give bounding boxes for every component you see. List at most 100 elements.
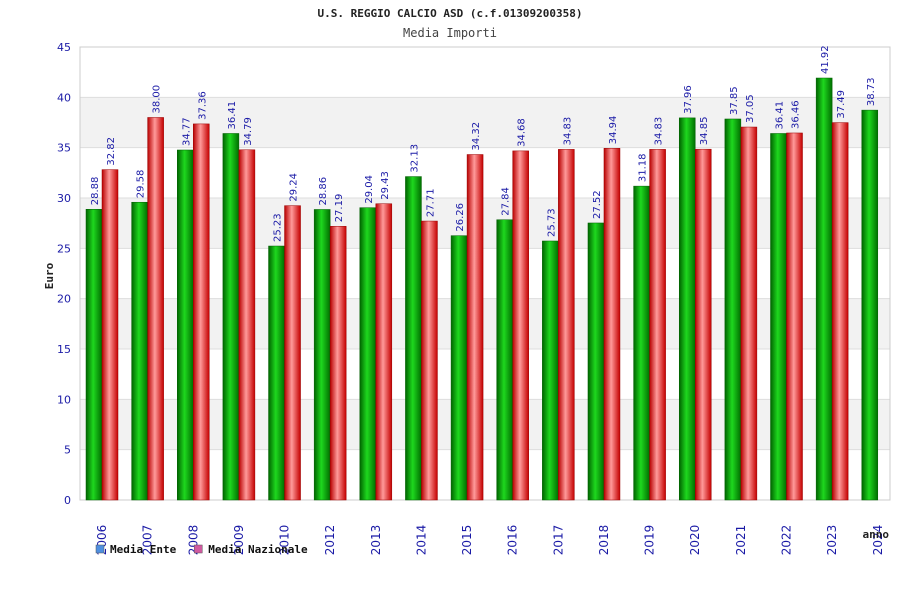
x-tick-label: 2019: [643, 525, 657, 556]
legend-swatch: [193, 544, 203, 554]
bar-media-nazionale: [284, 205, 301, 501]
data-label-media-ente: 34.77: [181, 117, 192, 146]
x-tick-label: 2010: [278, 525, 292, 556]
bars: 28.88 32.82 29.58 38.00 34.77 37.36 36.41 34.79…: [85, 45, 879, 501]
x-tick-label: 2014: [414, 525, 428, 556]
bar-media-nazionale: [375, 203, 393, 501]
bar-media-nazionale: [603, 148, 621, 501]
x-axis-label: anno: [863, 528, 890, 541]
data-label-media-nazionale: 34.94: [608, 116, 619, 145]
data-label-media-nazionale: 32.82: [106, 137, 117, 166]
y-tick-label: 35: [57, 142, 71, 155]
data-label-media-ente: 27.84: [501, 187, 512, 216]
bar-media-ente: [177, 149, 194, 501]
x-tick-label: 2024: [871, 525, 885, 556]
bar-media-ente: [313, 209, 331, 501]
bar-media-ente: [405, 176, 422, 501]
data-label-media-nazionale: 38.00: [152, 85, 163, 114]
y-tick-label: 40: [57, 91, 71, 104]
data-label-media-nazionale: 27.71: [425, 188, 436, 217]
data-label-media-nazionale: 37.05: [745, 94, 756, 123]
x-tick-label: 2017: [551, 525, 565, 556]
x-tick-label: 2020: [688, 525, 702, 556]
bar-media-nazionale: [466, 154, 484, 501]
x-tick-label: 2018: [597, 525, 611, 556]
data-label-media-nazionale: 34.32: [471, 122, 482, 151]
bar-media-nazionale: [831, 122, 849, 501]
chart-subtitle: Media Importi: [403, 26, 497, 40]
x-tick-label: 2013: [369, 525, 383, 556]
data-label-media-ente: 27.52: [592, 190, 603, 219]
x-tick-label: 2021: [734, 525, 748, 556]
chart-title: U.S. REGGIO CALCIO ASD (c.f.01309200358): [318, 7, 583, 20]
data-label-media-ente: 28.88: [90, 177, 101, 206]
bar-media-ente: [450, 235, 468, 501]
data-label-media-ente: 36.41: [775, 101, 786, 130]
bar-media-nazionale: [740, 126, 758, 501]
bar-media-nazionale: [649, 149, 666, 501]
bar-media-ente: [222, 133, 240, 501]
plot-area: [79, 46, 891, 501]
bar-media-ente: [131, 201, 148, 501]
bar-media-ente: [815, 77, 833, 501]
data-label-media-ente: 38.73: [866, 77, 877, 106]
y-tick-label: 20: [57, 293, 71, 306]
data-label-media-nazionale: 34.79: [243, 117, 254, 146]
y-tick-label: 30: [57, 192, 71, 205]
bar-media-nazionale: [421, 220, 438, 501]
y-tick-label: 15: [57, 343, 71, 356]
x-tick-label: 2023: [825, 525, 839, 556]
bar-media-ente: [85, 209, 103, 501]
data-label-media-ente: 29.58: [136, 170, 147, 199]
data-label-media-nazionale: 34.68: [517, 118, 528, 147]
bar-media-ente: [268, 245, 285, 501]
data-label-media-ente: 36.41: [227, 101, 238, 130]
data-label-media-ente: 37.96: [683, 85, 694, 114]
y-axis-label: Euro: [43, 262, 56, 289]
bar-media-ente: [359, 207, 377, 501]
legend: Media Ente Media Nazionale: [95, 543, 308, 556]
x-tick-label: 2009: [232, 525, 246, 556]
y-axis-ticks: 0 5 10 15 20 25 30 35 40 45: [57, 41, 71, 507]
y-tick-label: 45: [57, 41, 71, 54]
bar-media-nazionale: [786, 132, 803, 501]
data-label-media-nazionale: 37.36: [197, 91, 208, 120]
data-label-media-nazionale: 34.85: [699, 117, 710, 146]
x-axis-ticks: 2006 2007 2008 2009 2010 2012 2013 2014 2015 2016…: [95, 525, 885, 556]
data-label-media-ente: 37.85: [729, 86, 740, 115]
x-tick-label: 2022: [780, 525, 794, 556]
legend-label: Media Ente: [110, 543, 177, 556]
data-label-media-ente: 28.86: [318, 177, 329, 206]
bar-media-nazionale: [512, 150, 529, 501]
data-label-media-ente: 25.73: [546, 208, 557, 237]
y-tick-label: 25: [57, 242, 71, 255]
bar-media-ente: [587, 222, 605, 501]
bar-media-ente: [496, 219, 513, 501]
x-tick-label: 2015: [460, 525, 474, 556]
data-label-media-ente: 31.18: [638, 153, 649, 182]
bar-media-nazionale: [101, 169, 119, 501]
data-label-media-nazionale: 29.24: [289, 173, 300, 202]
bar-media-nazionale: [193, 123, 210, 501]
bar-media-nazionale: [147, 117, 164, 501]
bar-media-ente: [542, 240, 559, 501]
data-label-media-nazionale: 37.49: [836, 90, 847, 119]
bar-media-ente: [770, 133, 787, 501]
data-label-media-nazionale: 34.83: [562, 117, 573, 146]
data-label-media-ente: 41.92: [820, 45, 831, 74]
bar-media-ente: [724, 118, 742, 501]
bar-media-nazionale: [329, 226, 347, 501]
data-label-media-nazionale: 27.19: [334, 194, 345, 223]
x-tick-label: 2012: [323, 525, 337, 556]
data-label-media-nazionale: 29.43: [380, 171, 391, 200]
data-label-media-ente: 26.26: [455, 203, 466, 232]
bar-media-nazionale: [558, 149, 575, 501]
bar-media-ente: [678, 117, 696, 501]
data-label-media-ente: 29.04: [364, 175, 375, 204]
y-tick-label: 0: [64, 494, 71, 507]
x-tick-label: 2007: [141, 525, 155, 556]
bar-media-nazionale: [694, 148, 712, 501]
data-label-media-ente: 32.13: [409, 144, 420, 173]
bar-media-ente: [861, 109, 879, 501]
